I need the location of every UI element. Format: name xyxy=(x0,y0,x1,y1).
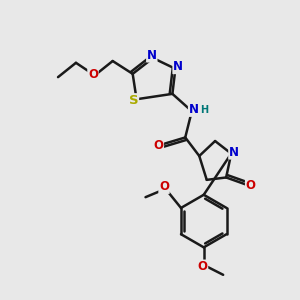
Text: N: N xyxy=(173,61,183,74)
Text: S: S xyxy=(129,94,138,107)
Text: O: O xyxy=(153,139,164,152)
Text: N: N xyxy=(189,103,199,116)
Text: O: O xyxy=(88,68,98,81)
Text: N: N xyxy=(229,146,239,159)
Text: O: O xyxy=(198,260,208,273)
Text: N: N xyxy=(147,49,157,62)
Text: H: H xyxy=(200,105,208,115)
Text: O: O xyxy=(246,179,256,192)
Text: O: O xyxy=(159,180,169,193)
